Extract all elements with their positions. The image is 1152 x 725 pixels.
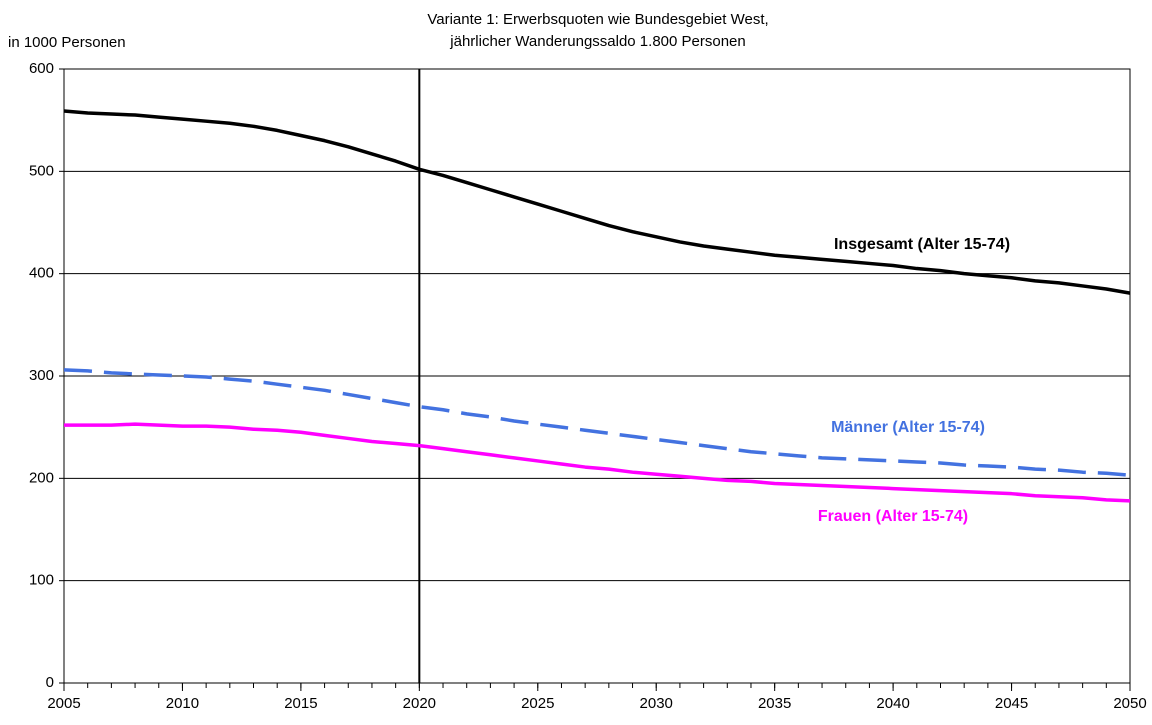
x-tick-label: 2025 bbox=[521, 695, 554, 712]
x-tick-label: 2050 bbox=[1113, 695, 1146, 712]
series-line bbox=[64, 422, 1131, 503]
x-tick-label: 2010 bbox=[166, 695, 199, 712]
x-tick-label: 2045 bbox=[995, 695, 1028, 712]
y-tick-label: 100 bbox=[29, 572, 54, 589]
series-line bbox=[63, 109, 1131, 295]
chart-title: jährlicher Wanderungssaldo 1.800 Persone… bbox=[449, 33, 745, 50]
y-tick-label: 500 bbox=[29, 162, 54, 179]
y-tick-label: 300 bbox=[29, 367, 54, 384]
chart-title: Variante 1: Erwerbsquoten wie Bundesgebi… bbox=[427, 11, 768, 28]
x-tick-label: 2015 bbox=[284, 695, 317, 712]
series-line bbox=[63, 368, 1131, 478]
series-label: Insgesamt (Alter 15-74) bbox=[834, 236, 1010, 253]
x-tick-label: 2020 bbox=[403, 695, 436, 712]
x-tick-label: 2005 bbox=[47, 695, 80, 712]
x-tick-label: 2030 bbox=[640, 695, 673, 712]
y-tick-label: 0 bbox=[46, 674, 54, 691]
y-tick-label: 600 bbox=[29, 60, 54, 77]
y-tick-label: 400 bbox=[29, 265, 54, 282]
series-label: Frauen (Alter 15-74) bbox=[818, 508, 968, 525]
series-label: Männer (Alter 15-74) bbox=[831, 419, 985, 436]
y-axis-label: in 1000 Personen bbox=[8, 34, 126, 51]
x-tick-label: 2040 bbox=[876, 695, 909, 712]
y-tick-label: 200 bbox=[29, 469, 54, 486]
x-tick-label: 2035 bbox=[758, 695, 791, 712]
